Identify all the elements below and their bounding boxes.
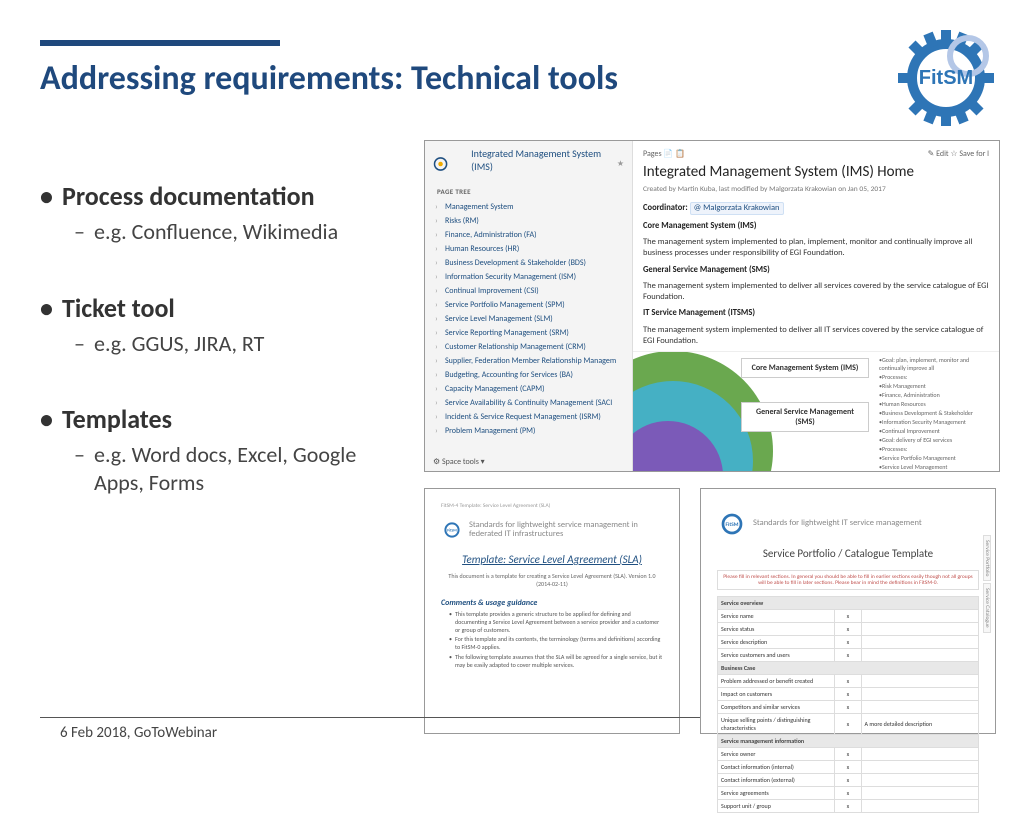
dia-box1: Core Management System (IMS) <box>752 363 859 373</box>
bullet-heading: Ticket tool <box>40 292 400 324</box>
page-tree: Management SystemRisks (RM)Finance, Admi… <box>433 200 624 438</box>
tree-item: Service Reporting Management (SRM) <box>433 326 624 340</box>
svg-text:FitSM: FitSM <box>919 67 973 89</box>
bullet-list: Process documentation e.g. Confluence, W… <box>40 180 400 496</box>
tree-item: Continual Improvement (CSI) <box>433 284 624 298</box>
space-tools: ⚙ Space tools ▾ <box>433 457 485 467</box>
footer-text: 6 Feb 2018, GoToWebinar <box>60 724 217 742</box>
slide-title: Addressing requirements: Technical tools <box>40 58 618 99</box>
tree-item: Supplier, Federation Member Relationship… <box>433 354 624 368</box>
tree-item: Service Level Management (SLM) <box>433 312 624 326</box>
tpl2-title: Service Portfolio / Catalogue Template <box>717 547 979 560</box>
tree-item: Customer Relationship Management (CRM) <box>433 340 624 354</box>
dia-box2: General Service Management (SMS) <box>756 407 854 427</box>
tpl1-logo-sub: Standards for lightweight service manage… <box>469 521 663 540</box>
conf-sidebar: Integrated Management System (IMS) ★ PAG… <box>425 141 633 471</box>
tree-item: Business Development & Stakeholder (BDS) <box>433 256 624 270</box>
tpl2-logo-sub: Standards for lightweight IT service man… <box>753 519 922 528</box>
tpl2-side-tabs: Service Portfolio Service Catalogue <box>983 535 993 695</box>
tpl1-sub: This document is a template for creating… <box>441 572 663 588</box>
tpl1-section-h: Comments & usage guidance <box>441 598 663 608</box>
conf-body: Coordinator: @ Malgorzata Krakowian Core… <box>643 202 989 346</box>
fitsm-logo: FitSM <box>896 28 996 128</box>
tree-item: Human Resources (HR) <box>433 242 624 256</box>
coord-name: @ Malgorzata Krakowian <box>690 202 784 215</box>
page-tree-label: PAGE TREE <box>437 187 624 196</box>
tree-item: Service Availability & Continuity Manage… <box>433 396 624 410</box>
tree-item: Management System <box>433 200 624 214</box>
tree-item: Service Portfolio Management (SPM) <box>433 298 624 312</box>
bullet-sub: e.g. Confluence, Wikimedia <box>40 218 400 246</box>
template-portfolio-doc: FitSM Standards for lightweight IT servi… <box>700 488 996 734</box>
side-tab: Service Catalogue <box>983 583 991 633</box>
svg-text:FitSM: FitSM <box>447 528 457 533</box>
fitsm-logo-small: FitSM <box>441 515 463 545</box>
side-tab: Service Portfolio <box>983 535 991 581</box>
tree-item: Risks (RM) <box>433 214 624 228</box>
confluence-screenshot: Integrated Management System (IMS) ★ PAG… <box>424 140 1000 472</box>
conf-topbar-right: ✎ Edit ☆ Save for l <box>928 149 989 159</box>
svg-text:FitSM: FitSM <box>726 522 739 528</box>
tree-item: Capacity Management (CAPM) <box>433 382 624 396</box>
tree-item: Budgeting, Accounting for Services (BA) <box>433 368 624 382</box>
fitsm-logo-small: FitSM <box>717 509 747 539</box>
tpl1-title: Template: Service Level Agreement (SLA) <box>441 553 663 566</box>
tree-item: Finance, Administration (FA) <box>433 228 624 242</box>
coord-label: Coordinator: <box>643 203 688 213</box>
conf-topbar-left: Pages 📄 📋 <box>643 149 685 159</box>
tpl2-table: Service overviewService namexService sta… <box>717 596 979 813</box>
conf-page-meta: Created by Martin Kuba, last modified by… <box>643 185 989 194</box>
tpl1-crumb: FitSM-4 Template: Service Level Agreemen… <box>441 503 663 509</box>
tree-item: Problem Management (PM) <box>433 424 624 438</box>
bullet-heading: Templates <box>40 403 400 435</box>
bullet-sub: e.g. GGUS, JIRA, RT <box>40 330 400 358</box>
template-sla-doc: FitSM-4 Template: Service Level Agreemen… <box>424 488 680 734</box>
dia-side-text: •Goal: plan, implement, monitor and cont… <box>875 352 999 471</box>
tree-item: Incident & Service Request Management (I… <box>433 410 624 424</box>
footer-line <box>40 717 700 718</box>
tree-item: Information Security Management (ISM) <box>433 270 624 284</box>
title-accent-bar <box>40 40 280 46</box>
conf-diagram: Core Management System (IMS) General Ser… <box>633 351 999 471</box>
conf-page-title: Integrated Management System (IMS) Home <box>643 163 989 181</box>
bullet-heading: Process documentation <box>40 180 400 212</box>
conf-space-title: Integrated Management System (IMS) <box>471 147 617 173</box>
bullet-sub: e.g. Word docs, Excel, Google Apps, Form… <box>40 441 400 496</box>
tpl2-note: Please fill in relevant sections. In gen… <box>717 570 979 590</box>
